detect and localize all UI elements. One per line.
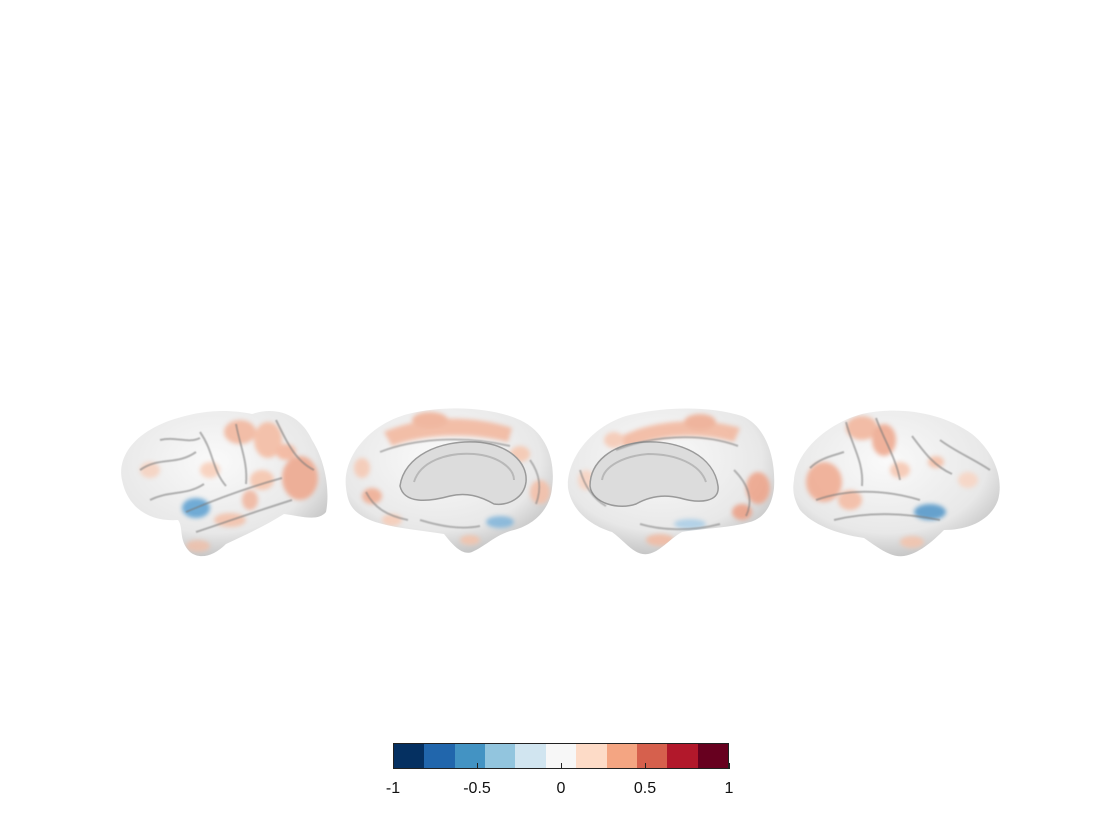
- colorbar-tick: [392, 763, 394, 769]
- colorbar-tick: [476, 763, 478, 769]
- value-patches: [578, 414, 770, 546]
- colorbar-segment: [485, 744, 516, 768]
- colorbar-segment: [697, 744, 728, 768]
- colorbar-segment: [454, 744, 486, 768]
- brain-view-right-medial: [567, 408, 775, 555]
- colorbar-tick-label: 0: [556, 780, 566, 797]
- colorbar-segment: [515, 744, 546, 768]
- cortex-surface: [793, 410, 1000, 557]
- value-patches: [354, 412, 550, 545]
- colorbar-tick-label: 0.5: [633, 780, 657, 797]
- colorbar-tick-label: 1: [724, 780, 734, 797]
- colorbar-segment: [394, 744, 425, 768]
- value-patches: [806, 416, 991, 548]
- colorbar-tick: [644, 763, 646, 769]
- colorbar-tick: [560, 763, 562, 769]
- colorbar-segment: [606, 744, 637, 768]
- colorbar-tick-label: -0.5: [463, 780, 491, 797]
- corpus-callosum: [399, 441, 527, 506]
- brain-view-left-medial: [345, 408, 553, 553]
- colorbar-segment: [576, 744, 607, 768]
- brain-view-left-lateral: [121, 411, 328, 557]
- colorbar-tick: [728, 763, 730, 769]
- value-patches: [139, 419, 318, 552]
- colorbar-tick-label: -1: [385, 780, 401, 797]
- corpus-callosum: [589, 441, 719, 507]
- brain-view-right-lateral: [793, 410, 1000, 557]
- colorbar-segment: [636, 744, 668, 768]
- colorbar-segment: [424, 744, 455, 768]
- colorbar-segment: [667, 744, 698, 768]
